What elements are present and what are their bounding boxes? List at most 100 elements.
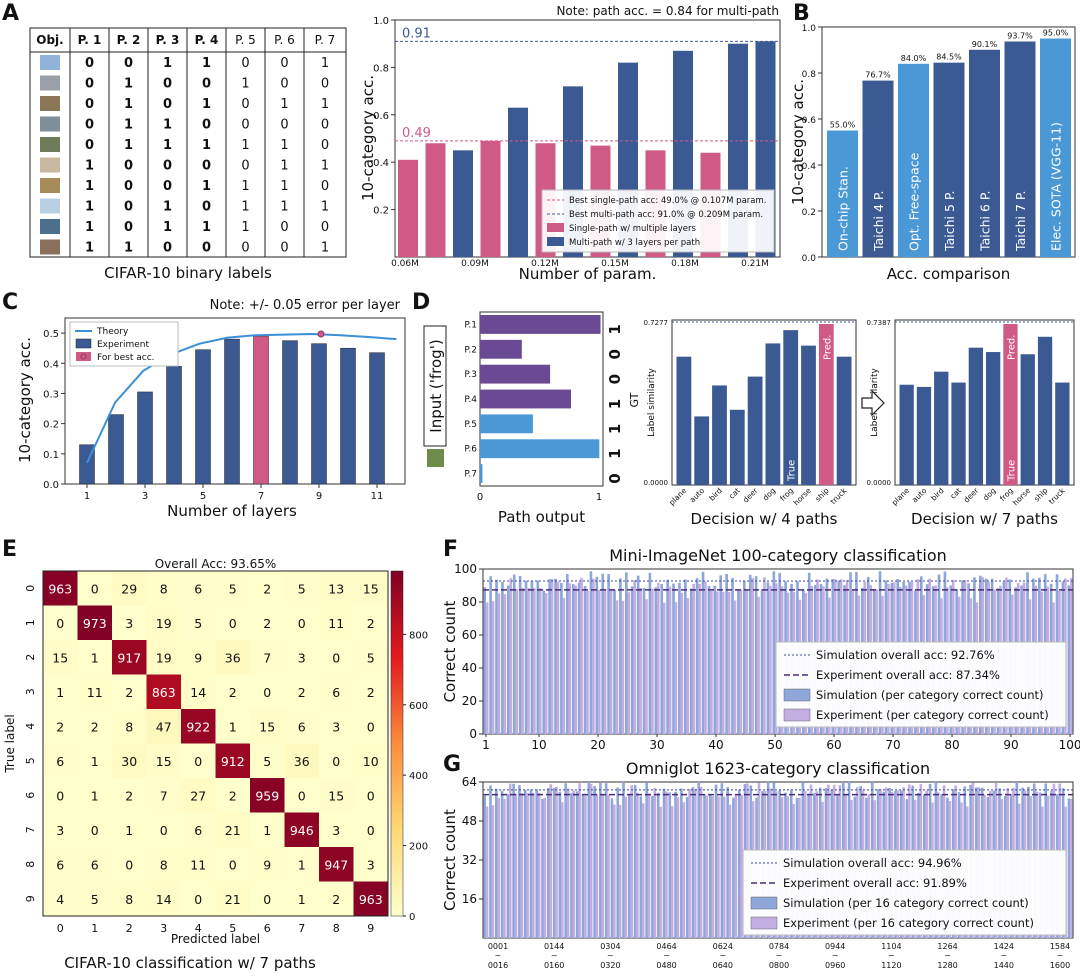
bar-experiment — [549, 784, 553, 938]
table-cell: 0 — [321, 118, 329, 133]
bar-experiment — [597, 589, 601, 734]
matrix-cell-value: 0 — [332, 754, 340, 769]
table-cell: 0 — [241, 241, 249, 256]
bar-simulation — [748, 574, 752, 734]
matrix-cell — [112, 881, 147, 916]
bar-category-label: Taichi 6 P. — [978, 191, 993, 252]
bar-experiment — [497, 593, 501, 734]
table-cell: 0 — [124, 220, 133, 235]
bar-multi-path — [508, 107, 528, 257]
bar-simulation — [506, 794, 510, 938]
table-cell: 1 — [321, 56, 329, 71]
table-cell: 1 — [202, 56, 211, 71]
bar-simulation — [701, 571, 705, 734]
matrix-cell-value: 0 — [298, 788, 306, 803]
bar-experiment — [282, 340, 298, 485]
x-tick-tilde: ~ — [719, 951, 726, 960]
bar-experiment — [584, 795, 587, 938]
bar-simulation — [678, 582, 681, 734]
matrix-cell — [250, 674, 285, 709]
bar-path-output — [480, 414, 533, 434]
bar-label-similarity — [934, 371, 949, 485]
panel-b-chart: B 0.0 0.2 0.4 0.6 0.8 1.0 10-category acc. Acc. … — [789, 1, 1076, 283]
bar-label-similarity — [916, 386, 932, 485]
matrix-cell-value: 7 — [160, 788, 168, 803]
matrix-cell — [112, 605, 147, 640]
bar-experiment — [527, 588, 530, 734]
matrix-cell-value: 6 — [298, 719, 306, 734]
matrix-cell — [353, 605, 388, 640]
x-tick-label-start: 1104 — [881, 942, 901, 951]
matrix-cell — [319, 571, 354, 606]
panel-e-caption: CIFAR-10 classification w/ 7 paths — [64, 954, 316, 972]
matrix-cell-value: 922 — [186, 719, 210, 734]
bar-label-similarity — [951, 382, 966, 485]
matrix-cell — [112, 812, 147, 847]
bar-simulation — [628, 794, 631, 938]
matrix-cell — [215, 674, 250, 709]
bar-label-similarity — [729, 409, 745, 485]
matrix-cell — [250, 812, 285, 847]
y-tick-label: 0.8 — [373, 63, 389, 74]
matrix-cell — [77, 605, 112, 640]
bar-category-label: Opt. Free-space — [907, 152, 922, 251]
y-axis-label: Label similarity — [647, 367, 657, 436]
x-tick-tilde: ~ — [663, 951, 670, 960]
x-tick-tilde: ~ — [551, 951, 558, 960]
path-label: P.1 — [464, 320, 477, 330]
bar-simulation — [772, 571, 776, 734]
bar-experiment — [224, 338, 240, 485]
bar-experiment — [686, 597, 690, 734]
bar-label-similarity — [818, 324, 834, 485]
bar-label-similarity — [747, 376, 763, 485]
matrix-cell — [43, 709, 78, 744]
ground-truth-bit: 1 — [606, 424, 624, 434]
matrix-cell-value: 0 — [298, 616, 306, 631]
x-tick-label-start: 0944 — [825, 942, 845, 951]
predicted-label-tick: 5 — [229, 922, 236, 935]
bar-experiment — [595, 794, 599, 938]
chart-title: Omniglot 1623-category classification — [626, 759, 930, 778]
matrix-cell-value: 0 — [263, 892, 271, 907]
predicted-label-tick: 8 — [333, 922, 340, 935]
category-tick-label: deer — [741, 485, 760, 504]
x-tick-label: 0.15M — [601, 259, 629, 269]
x-axis-label: Number of param. — [519, 265, 657, 283]
bar-experiment — [659, 806, 662, 938]
y-tick-label: 80 — [462, 595, 477, 609]
matrix-cell — [181, 674, 216, 709]
bar-simulation — [483, 587, 487, 734]
matrix-cell-value: 912 — [221, 754, 245, 769]
matrix-cell-value: 917 — [117, 650, 141, 665]
matrix-cell — [284, 743, 319, 778]
bar-experiment — [757, 596, 760, 734]
y-tick-label: 0.7277 — [644, 319, 669, 327]
bar-simulation — [731, 578, 734, 734]
category-tick-label: horse — [792, 486, 813, 507]
matrix-cell — [43, 674, 78, 709]
matrix-cell-value: 1 — [56, 685, 64, 700]
bar-accuracy — [862, 80, 894, 257]
y-tick-label: 64 — [462, 775, 477, 789]
legend-label: Experiment — [97, 340, 149, 350]
predicted-label-tick: 9 — [367, 922, 374, 935]
bar-experiment — [670, 806, 674, 938]
bar-simulation — [547, 788, 550, 938]
matrix-cell-value: 30 — [121, 754, 137, 769]
table-cell: 0 — [85, 56, 94, 71]
bar-experiment — [656, 582, 660, 734]
category-tick-label: dog — [761, 486, 778, 503]
bar-label-similarity — [712, 385, 727, 485]
bar-simulation — [660, 584, 664, 734]
bar-category-label: On-chip Stan. — [836, 166, 851, 251]
matrix-cell — [181, 640, 216, 675]
y-tick-label: 0.0 — [43, 480, 59, 491]
x-tick-tilde: ~ — [607, 951, 614, 960]
matrix-cell-value: 0 — [56, 788, 64, 803]
true-label-tick: 6 — [24, 792, 37, 799]
legend-label: Best multi-path acc: 91.0% @ 0.209M para… — [569, 210, 763, 220]
matrix-cell — [43, 812, 78, 847]
bar-simulation — [633, 784, 637, 938]
bar-experiment — [636, 792, 639, 938]
matrix-cell — [250, 640, 285, 675]
